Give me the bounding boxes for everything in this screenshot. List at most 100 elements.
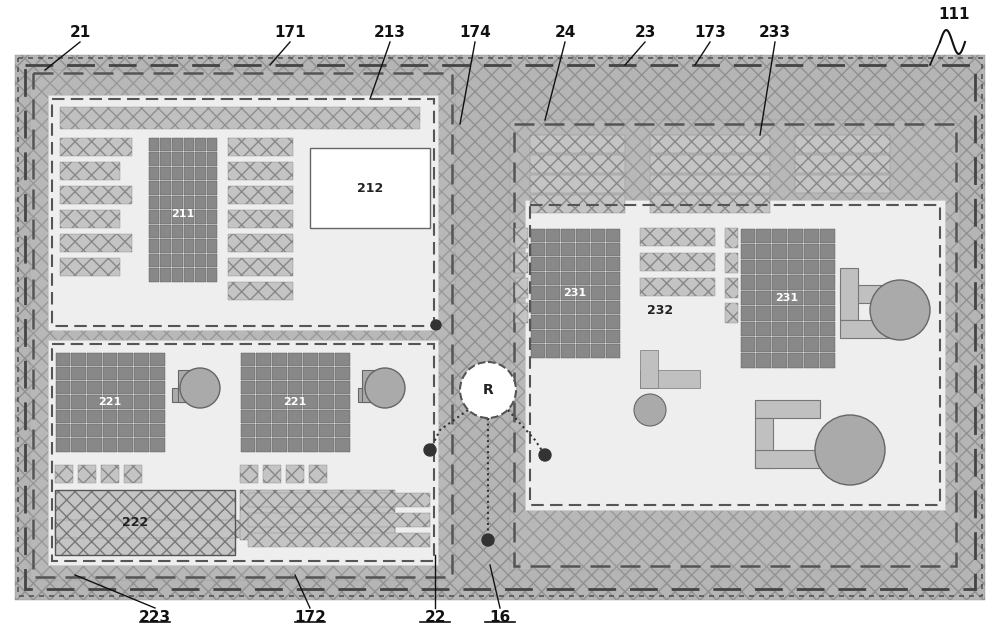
Bar <box>52 344 434 561</box>
Bar <box>240 396 255 409</box>
Bar <box>195 254 206 267</box>
Bar <box>804 353 819 367</box>
Text: 24: 24 <box>554 25 576 40</box>
Bar <box>303 396 318 409</box>
Bar <box>606 272 620 285</box>
Circle shape <box>424 444 436 456</box>
Bar <box>740 338 755 352</box>
Bar <box>148 239 159 252</box>
Bar <box>576 243 590 256</box>
Bar <box>788 353 803 367</box>
Bar <box>184 138 194 151</box>
Bar <box>272 424 287 438</box>
Bar <box>288 438 302 451</box>
Bar <box>576 344 590 357</box>
Bar <box>288 409 302 423</box>
Bar <box>740 244 755 259</box>
Circle shape <box>539 449 551 461</box>
Bar <box>60 162 120 180</box>
Text: 212: 212 <box>357 181 383 194</box>
Bar <box>530 329 544 343</box>
Bar <box>788 338 803 352</box>
Bar <box>650 195 770 213</box>
Bar <box>30 70 455 580</box>
Text: 172: 172 <box>294 610 326 625</box>
Bar <box>514 124 956 566</box>
Bar <box>650 155 770 173</box>
Bar <box>87 424 102 438</box>
Bar <box>160 166 171 180</box>
Bar <box>55 465 73 483</box>
Bar <box>172 268 182 281</box>
Bar <box>56 352 70 366</box>
Bar <box>195 268 206 281</box>
Bar <box>71 396 86 409</box>
Bar <box>530 272 544 285</box>
Bar <box>55 490 235 555</box>
Bar <box>33 73 452 577</box>
Bar <box>560 272 574 285</box>
Bar <box>740 322 755 336</box>
Bar <box>576 329 590 343</box>
Bar <box>319 352 334 366</box>
Circle shape <box>460 362 516 418</box>
Bar <box>134 409 149 423</box>
Bar <box>303 367 318 380</box>
Bar <box>530 229 544 242</box>
Bar <box>248 493 430 507</box>
Bar <box>172 210 182 224</box>
Bar <box>525 200 945 510</box>
Bar <box>755 400 820 418</box>
Bar <box>148 210 159 224</box>
Bar <box>546 272 560 285</box>
Bar <box>530 315 544 329</box>
Bar <box>546 344 560 357</box>
Bar <box>148 181 159 194</box>
Bar <box>228 162 293 180</box>
Bar <box>788 229 803 243</box>
Bar <box>530 344 544 357</box>
Bar <box>195 181 206 194</box>
Bar <box>56 438 70 451</box>
Bar <box>184 239 194 252</box>
Bar <box>272 367 287 380</box>
Bar <box>160 138 171 151</box>
Bar <box>546 258 560 271</box>
Bar <box>56 409 70 423</box>
Bar <box>335 381 350 394</box>
Bar <box>804 259 819 274</box>
Bar <box>650 175 770 193</box>
Bar <box>804 275 819 290</box>
Bar <box>362 370 380 402</box>
Bar <box>272 381 287 394</box>
Bar <box>150 438 164 451</box>
Bar <box>288 381 302 394</box>
Bar <box>150 367 164 380</box>
Bar <box>319 381 334 394</box>
Bar <box>795 155 890 173</box>
Bar <box>207 152 217 166</box>
Bar <box>195 239 206 252</box>
Bar <box>788 244 803 259</box>
Bar <box>640 278 715 296</box>
Bar <box>772 306 787 321</box>
Bar <box>840 320 905 338</box>
Bar <box>530 301 544 314</box>
Bar <box>240 409 255 423</box>
Bar <box>160 196 171 209</box>
Bar <box>207 268 217 281</box>
Bar <box>590 286 604 300</box>
Bar <box>71 424 86 438</box>
Text: 222: 222 <box>122 516 148 529</box>
Bar <box>335 438 350 451</box>
Bar <box>303 438 318 451</box>
Bar <box>256 424 271 438</box>
Bar <box>248 533 430 547</box>
Bar <box>172 196 182 209</box>
Bar <box>184 152 194 166</box>
Bar <box>150 352 164 366</box>
Bar <box>87 367 102 380</box>
Bar <box>118 352 133 366</box>
Bar <box>256 438 271 451</box>
Bar <box>150 409 164 423</box>
